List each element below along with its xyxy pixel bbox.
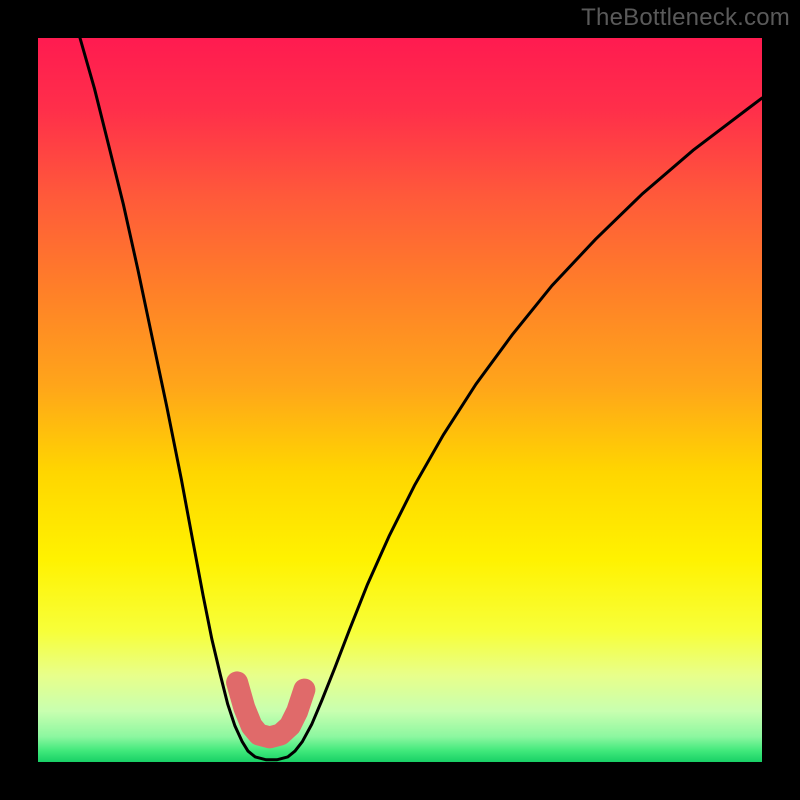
bottleneck-curve: [80, 38, 762, 760]
watermark-text: TheBottleneck.com: [581, 4, 790, 32]
chart-container: TheBottleneck.com: [0, 0, 800, 800]
optimal-zone-highlight: [237, 682, 304, 737]
curve-layer: [0, 0, 800, 800]
